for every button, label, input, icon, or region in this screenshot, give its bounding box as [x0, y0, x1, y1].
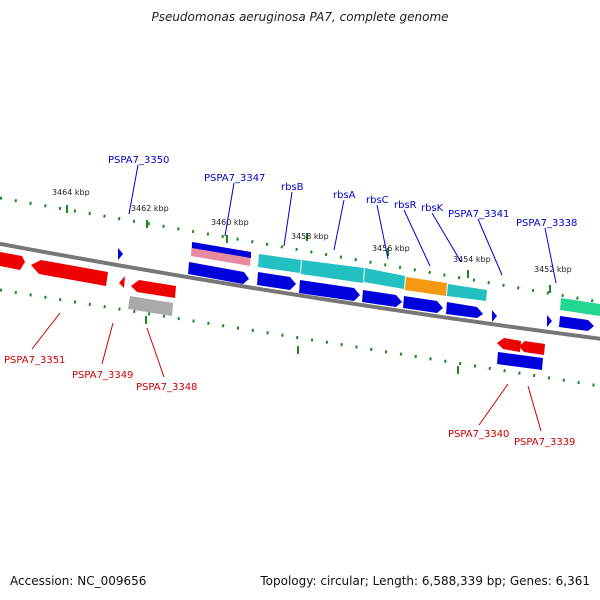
blue-marker: [118, 248, 123, 260]
gene-pspa7-3348-gray: [128, 296, 173, 316]
scale-label: 3458 kbp: [291, 232, 329, 241]
gene-label: PSPA7_3347: [204, 173, 265, 184]
scale-label: 3460 kbp: [211, 218, 249, 227]
gene-label: rbsB: [281, 182, 304, 193]
accession-label: Accession: NC_009656: [10, 574, 147, 588]
gene-pspa7-3347[interactable]: [188, 262, 249, 284]
gene-label: PSPA7_3349: [72, 370, 133, 381]
gene-rbsK[interactable]: [447, 284, 487, 301]
scale-label: 3464 kbp: [52, 188, 90, 197]
gene-pspa7-3348[interactable]: [131, 280, 176, 298]
bottom-leader-lines: [31, 312, 542, 432]
gene-label: rbsK: [421, 203, 444, 214]
blue-marker: [492, 310, 497, 322]
gene-label: PSPA7_3351: [4, 355, 65, 366]
scale-label: 3454 kbp: [453, 255, 491, 264]
gene-label: rbsC: [366, 195, 389, 206]
gene-pspa7-3340[interactable]: [497, 338, 521, 352]
gene-small-red[interactable]: [119, 276, 125, 288]
gene-label: PSPA7_3338: [516, 218, 577, 229]
top-leader-lines: [128, 164, 557, 284]
gene-pspa7-3338[interactable]: [560, 298, 600, 316]
page-title: Pseudomonas aeruginosa PA7, complete gen…: [151, 10, 449, 24]
gene-label: PSPA7_3348: [136, 382, 197, 393]
gene-rbsR[interactable]: [405, 277, 447, 296]
gene-forward-2[interactable]: [299, 280, 360, 301]
scale-ticks: [66, 205, 551, 374]
gene-forward-1[interactable]: [257, 272, 296, 290]
gene-label: rbsA: [333, 190, 356, 201]
gene-forward-6[interactable]: [559, 316, 594, 331]
gene-forward-5[interactable]: [446, 302, 483, 318]
genome-backbone: [0, 241, 600, 341]
gene-pspa7-3339[interactable]: [519, 341, 545, 355]
gene-rbsB[interactable]: [258, 254, 301, 273]
blue-marker: [547, 315, 552, 327]
gene-label: PSPA7_3341: [448, 209, 509, 220]
gene-pspa7-3349[interactable]: [31, 260, 108, 286]
gene-rbsA[interactable]: [301, 260, 364, 283]
feature-blue-bar: [192, 242, 251, 258]
gene-rbsC[interactable]: [364, 268, 405, 289]
scale-label: 3456 kbp: [372, 244, 410, 253]
gene-forward-4[interactable]: [403, 296, 443, 313]
scale-label: 3462 kbp: [131, 204, 169, 213]
gene-label: rbsR: [394, 200, 417, 211]
gene-forward-7[interactable]: [497, 352, 543, 370]
gene-label: PSPA7_3340: [448, 429, 509, 440]
gene-label: PSPA7_3350: [108, 155, 169, 166]
gene-label: PSPA7_3339: [514, 437, 575, 448]
genome-summary: Topology: circular; Length: 6,588,339 bp…: [260, 574, 590, 588]
gene-pspa7-3351[interactable]: [0, 252, 25, 270]
gene-forward-3[interactable]: [362, 290, 402, 307]
